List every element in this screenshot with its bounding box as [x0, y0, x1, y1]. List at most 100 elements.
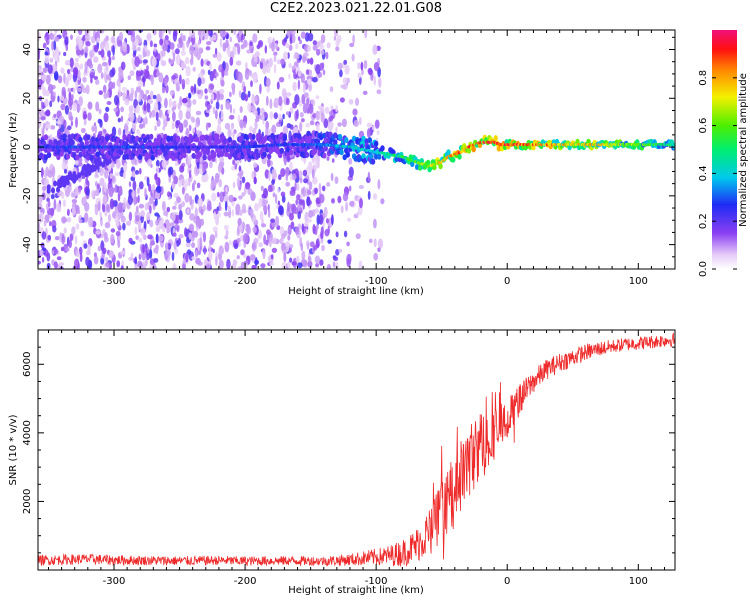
noise-blob [244, 155, 247, 162]
ridge-halo [457, 153, 462, 160]
noise-blob [251, 104, 256, 113]
noise-blob [70, 191, 77, 198]
noise-blob [172, 232, 177, 237]
noise-blob [149, 264, 153, 269]
noise-blob [91, 126, 95, 132]
ridge-halo [138, 154, 143, 160]
noise-blob [134, 226, 138, 235]
noise-blob [292, 81, 297, 92]
noise-blob [164, 97, 168, 109]
noise-blob [307, 45, 311, 52]
noise-blob [120, 250, 126, 255]
noise-blob [259, 83, 262, 95]
noise-blob [40, 85, 45, 90]
noise-blob [168, 97, 172, 108]
noise-blob [240, 44, 245, 50]
ridge-halo [191, 152, 196, 159]
noise-blob [106, 101, 112, 105]
noise-blob [297, 36, 301, 41]
noise-blob [166, 249, 171, 257]
noise-blob [293, 207, 299, 215]
noise-blob [83, 243, 88, 249]
noise-blob [326, 42, 331, 49]
lower-branch-blob [72, 171, 77, 177]
noise-blob [64, 168, 67, 174]
noise-blob [271, 179, 275, 185]
noise-blob [103, 112, 109, 123]
noise-blob [89, 52, 93, 61]
noise-blob [281, 88, 287, 99]
noise-blob [265, 95, 269, 106]
noise-blob [307, 78, 312, 86]
noise-blob [38, 260, 41, 265]
noise-blob [307, 255, 312, 263]
noise-blob [84, 46, 89, 53]
noise-blob [95, 79, 100, 85]
noise-blob [56, 54, 60, 63]
noise-blob [60, 103, 66, 111]
colorbar-tick-label: 0.2 [698, 213, 709, 229]
noise-blob [149, 196, 154, 205]
noise-blob [287, 234, 291, 241]
noise-blob [372, 193, 378, 200]
noise-blob [231, 209, 235, 217]
lower-branch-blob [90, 164, 95, 170]
ridge-halo [43, 134, 49, 141]
noise-blob [297, 70, 302, 77]
noise-blob [154, 125, 157, 131]
noise-blob [289, 203, 293, 210]
noise-blob [241, 176, 246, 184]
noise-blob [331, 158, 335, 163]
noise-blob [223, 211, 229, 217]
noise-blob [280, 58, 285, 65]
noise-blob [179, 165, 185, 173]
noise-blob [59, 232, 62, 243]
noise-blob [85, 41, 91, 47]
noise-blob [197, 50, 201, 61]
noise-blob [145, 89, 150, 95]
noise-blob [74, 159, 79, 166]
noise-blob [61, 234, 65, 245]
spectrogram-marks [38, 30, 675, 269]
noise-blob [138, 203, 145, 209]
noise-blob [378, 77, 382, 88]
noise-blob [53, 113, 57, 118]
noise-blob [47, 64, 53, 74]
noise-blob [289, 212, 294, 221]
noise-blob [377, 247, 381, 253]
spectrogram-y-axis-label: Frequency (Hz) [8, 112, 19, 188]
noise-blob [357, 62, 361, 70]
noise-blob [273, 112, 278, 120]
noise-blob [78, 30, 83, 35]
noise-blob [142, 108, 148, 115]
noise-blob [178, 122, 184, 133]
noise-blob [161, 30, 166, 34]
noise-blob [155, 159, 160, 168]
noise-blob [178, 179, 182, 188]
ridge-halo [380, 145, 385, 152]
noise-blob [334, 176, 339, 184]
noise-blob [177, 102, 181, 111]
noise-blob [347, 77, 350, 84]
noise-blob [229, 91, 232, 98]
noise-blob [353, 119, 359, 128]
noise-blob [67, 125, 72, 131]
noise-blob [175, 48, 180, 55]
noise-blob [104, 169, 109, 179]
noise-blob [359, 198, 363, 209]
noise-blob [374, 119, 380, 129]
noise-blob [129, 112, 135, 123]
ridge-halo [42, 140, 47, 147]
noise-blob [225, 39, 229, 49]
noise-blob [98, 108, 102, 115]
noise-blob [140, 227, 146, 237]
noise-blob [302, 103, 308, 114]
ridge-halo [471, 146, 476, 153]
x-tick-label: 100 [629, 276, 648, 287]
noise-blob [150, 90, 154, 100]
noise-blob [280, 235, 284, 242]
noise-blob [238, 72, 243, 84]
noise-blob [224, 234, 229, 240]
noise-blob [46, 34, 50, 41]
noise-blob [344, 64, 350, 75]
